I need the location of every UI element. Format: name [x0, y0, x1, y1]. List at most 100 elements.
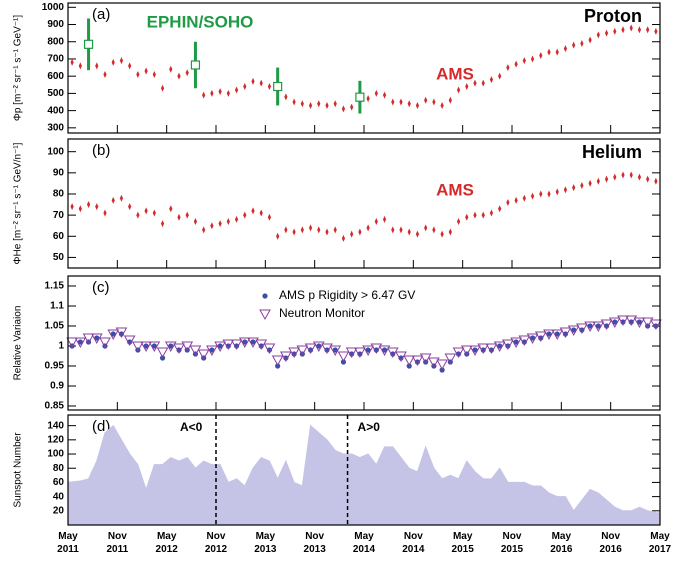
point — [226, 89, 230, 97]
y-tick-label: 70 — [53, 210, 65, 221]
x-tick-label-line: Nov — [305, 531, 324, 542]
point — [144, 207, 148, 215]
x-tick-label: May 2015 — [452, 531, 475, 555]
panel-title: Proton — [584, 6, 642, 26]
point — [243, 83, 247, 91]
point — [510, 337, 522, 349]
x-tick-label-line: May — [256, 531, 276, 542]
point — [304, 343, 317, 355]
point — [366, 224, 370, 232]
point — [262, 293, 268, 299]
panel-label: (c) — [92, 279, 110, 296]
point — [119, 194, 124, 202]
point — [103, 70, 107, 78]
point — [513, 339, 519, 345]
point — [128, 203, 132, 211]
point — [317, 100, 321, 108]
point — [210, 89, 214, 97]
point — [308, 101, 313, 109]
y-tick-label: 600 — [47, 71, 64, 82]
point — [218, 88, 222, 96]
point — [276, 232, 280, 240]
point — [332, 347, 338, 353]
point — [242, 339, 248, 345]
x-tick-label: May 2014 — [353, 531, 376, 555]
point — [518, 335, 531, 347]
point — [300, 100, 304, 108]
x-tick-label-line: Nov — [404, 531, 423, 542]
point — [456, 217, 461, 225]
x-tick-label: Nov 2016 — [600, 531, 623, 555]
point — [381, 347, 388, 353]
point — [136, 70, 140, 78]
series-label: AMS — [436, 180, 474, 199]
point — [350, 103, 354, 111]
point — [432, 98, 436, 106]
point — [296, 345, 309, 357]
point — [234, 215, 239, 223]
point — [189, 345, 202, 357]
point — [424, 224, 428, 232]
point — [181, 341, 194, 353]
point — [333, 100, 337, 108]
point — [587, 323, 593, 329]
point — [625, 315, 638, 327]
point — [177, 213, 181, 221]
point — [415, 101, 420, 109]
point — [522, 57, 526, 65]
point — [160, 220, 165, 228]
point — [477, 343, 490, 355]
point — [284, 93, 288, 101]
point — [498, 72, 502, 80]
point — [247, 337, 259, 349]
point — [374, 89, 378, 97]
point — [481, 79, 485, 87]
y-axis-label: ΦHe [m⁻² sr⁻¹ s⁻¹ GeV/n⁻¹] — [13, 142, 24, 264]
point — [341, 234, 346, 242]
series-label: AMS — [436, 64, 474, 83]
point — [399, 226, 403, 234]
point — [77, 339, 83, 345]
y-tick-label: 50 — [53, 252, 65, 263]
point — [271, 355, 284, 367]
point — [123, 335, 136, 347]
point — [156, 347, 169, 359]
point — [74, 337, 87, 349]
x-tick-label-line: 2016 — [550, 544, 573, 555]
point — [350, 230, 354, 238]
point — [202, 226, 206, 234]
panel-label: (b) — [92, 142, 110, 159]
x-tick-label-line: May — [453, 531, 473, 542]
point — [197, 349, 210, 361]
point — [316, 343, 322, 349]
point — [551, 329, 564, 341]
point — [107, 329, 120, 341]
panel-frame — [67, 138, 661, 269]
point — [99, 337, 111, 349]
x-tick-label-line: 2011 — [106, 544, 128, 555]
point — [440, 230, 444, 238]
point — [432, 226, 436, 234]
point — [337, 351, 350, 363]
point — [325, 101, 329, 109]
y-tick-label: 80 — [53, 189, 65, 200]
point — [214, 341, 226, 353]
point — [111, 196, 115, 204]
point — [411, 355, 424, 367]
point — [452, 347, 465, 359]
point — [580, 182, 584, 190]
annotation: A<0 — [180, 420, 203, 434]
y-tick-label: 20 — [53, 505, 65, 516]
point — [489, 76, 494, 84]
point — [641, 317, 654, 329]
point — [489, 209, 494, 217]
point — [419, 353, 432, 365]
point — [555, 188, 559, 196]
point — [448, 96, 452, 104]
point — [559, 327, 572, 339]
point — [580, 39, 584, 47]
point — [530, 55, 535, 63]
point — [267, 83, 272, 91]
point — [280, 351, 292, 363]
point — [119, 57, 124, 65]
